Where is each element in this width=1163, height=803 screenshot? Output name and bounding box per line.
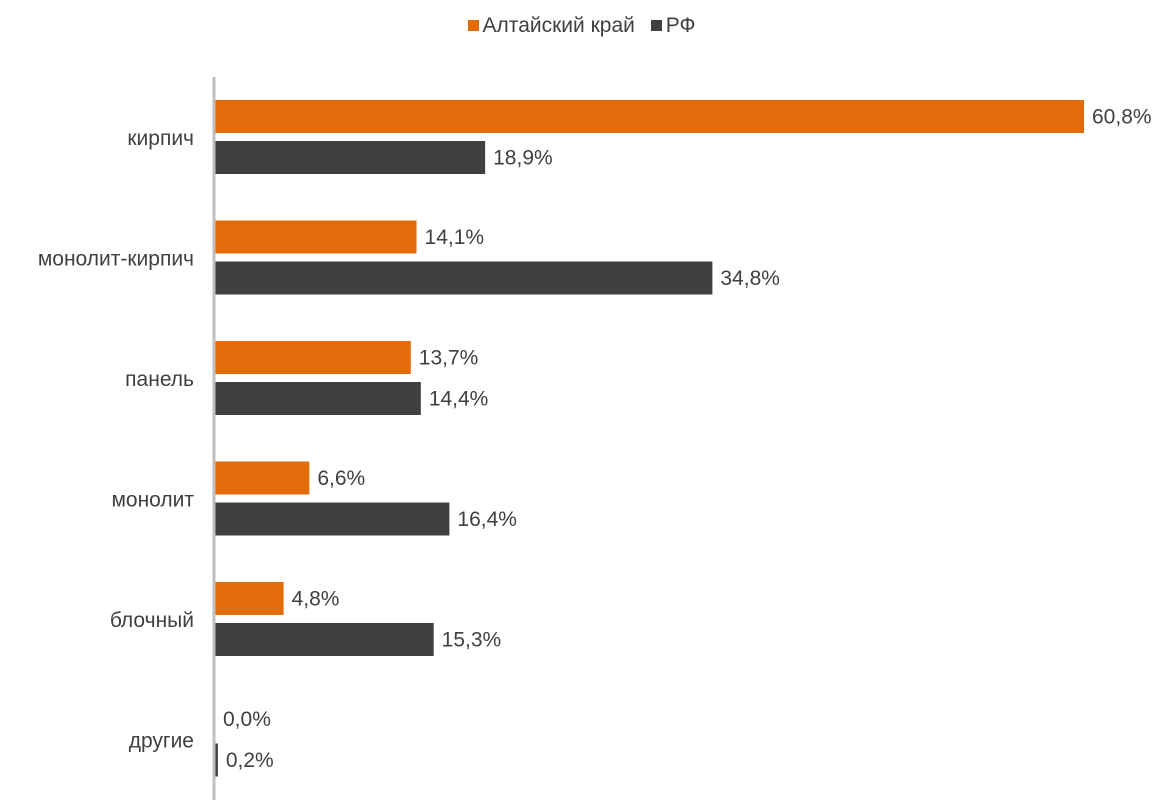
data-label-rf: 15,3% bbox=[442, 629, 502, 652]
legend-item-altai: Алтайский край bbox=[467, 14, 635, 38]
legend-item-rf: РФ bbox=[650, 14, 696, 38]
bar-rf bbox=[215, 141, 486, 174]
bar-altai bbox=[215, 220, 417, 254]
category-label: блочный bbox=[110, 609, 194, 632]
bar-rf bbox=[215, 382, 421, 415]
data-label-altai: 0,0% bbox=[223, 708, 271, 731]
legend-label-rf: РФ bbox=[665, 14, 696, 37]
data-label-altai: 60,8% bbox=[1092, 106, 1152, 129]
bar-rf bbox=[215, 623, 434, 656]
bar-altai bbox=[215, 100, 1084, 133]
bar-rf bbox=[215, 743, 218, 777]
data-label-rf: 14,4% bbox=[429, 388, 489, 411]
data-label-rf: 18,9% bbox=[493, 147, 553, 170]
data-label-rf: 16,4% bbox=[457, 508, 517, 531]
category-label: монолит-кирпич bbox=[38, 248, 194, 271]
category-label: кирпич bbox=[127, 127, 194, 150]
bar-altai bbox=[215, 582, 284, 615]
legend-label-altai: Алтайский край bbox=[482, 14, 635, 37]
data-label-rf: 34,8% bbox=[720, 267, 780, 290]
data-label-altai: 6,6% bbox=[317, 467, 365, 490]
bar-rf bbox=[215, 261, 713, 295]
data-label-altai: 14,1% bbox=[425, 226, 485, 249]
data-label-altai: 13,7% bbox=[419, 347, 479, 370]
data-label-rf: 0,2% bbox=[226, 749, 274, 772]
category-label: другие bbox=[129, 730, 194, 753]
category-label: панель bbox=[125, 368, 194, 391]
bar-altai bbox=[215, 461, 310, 495]
bar-altai bbox=[215, 341, 411, 374]
chart-legend: Алтайский край РФ bbox=[0, 14, 1163, 38]
category-label: монолит bbox=[111, 489, 194, 512]
legend-swatch-altai bbox=[467, 20, 479, 31]
legend-swatch-rf bbox=[650, 20, 662, 31]
bar-rf bbox=[215, 502, 450, 536]
data-label-altai: 4,8% bbox=[292, 588, 340, 611]
